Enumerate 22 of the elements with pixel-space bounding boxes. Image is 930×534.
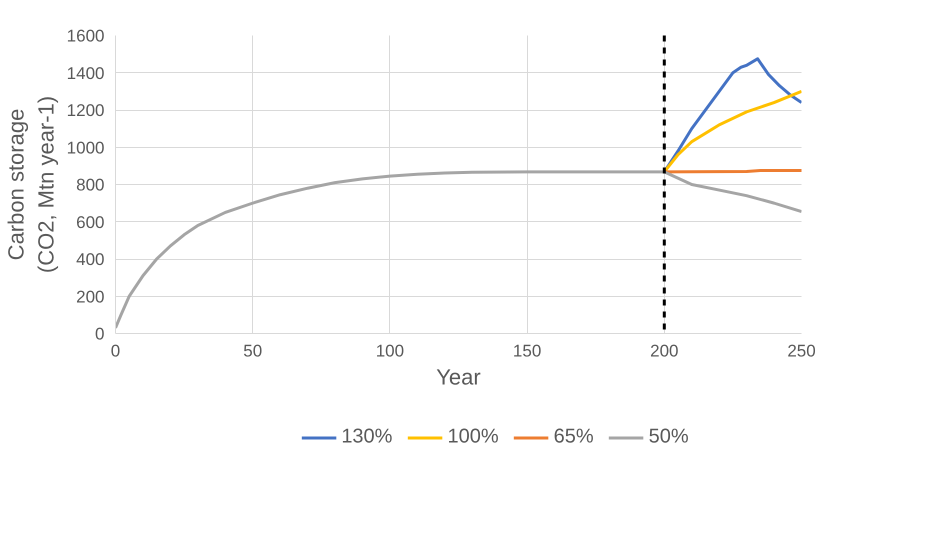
- y-tick-label: 1000: [66, 138, 105, 158]
- line-series: [116, 170, 802, 330]
- legend-label: 100%: [447, 426, 499, 448]
- legend-label: 130%: [341, 426, 392, 448]
- legend-label: 65%: [554, 426, 594, 448]
- x-tick-label: 50: [243, 342, 262, 360]
- y-tick-label: 1200: [66, 101, 105, 120]
- x-tick-label: 100: [376, 342, 404, 360]
- x-tick-label: 250: [787, 342, 816, 360]
- x-tick-label: 200: [650, 342, 678, 360]
- x-axis-title: Year: [436, 364, 481, 390]
- y-tick-label: 200: [76, 287, 105, 306]
- y-tick-label: 600: [76, 212, 105, 232]
- legend-label: 50%: [648, 426, 689, 448]
- y-tick-label: 800: [76, 176, 105, 194]
- x-tick-label: 150: [512, 342, 542, 360]
- y-tick-label: 400: [76, 250, 105, 269]
- x-tick-label: 0: [110, 342, 120, 360]
- y-tick-label: 0: [95, 324, 105, 344]
- y-tick-label: 1600: [66, 26, 105, 46]
- y-axis-title: Carbon storage (CO2, Mtn year-1): [4, 96, 59, 274]
- y-tick-label: 1400: [66, 64, 105, 83]
